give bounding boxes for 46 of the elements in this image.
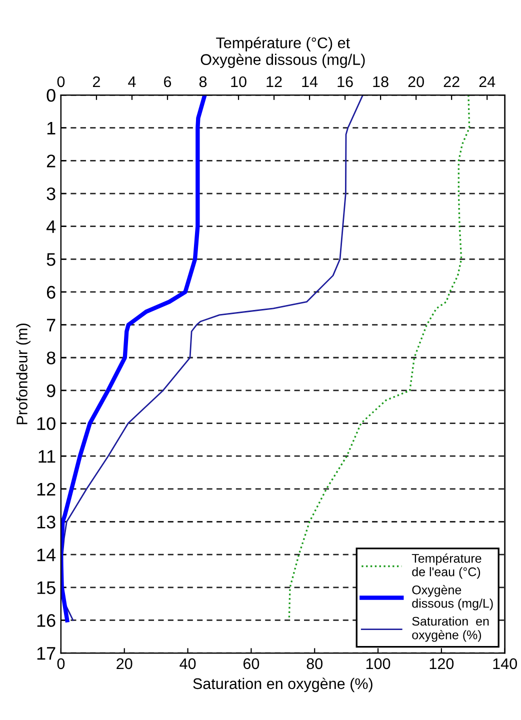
x2-tick-label: 18: [373, 76, 388, 88]
y-tick-label: 17: [37, 647, 56, 660]
y-axis-title: Profondeur (m): [16, 324, 30, 424]
x2-tick-label: 20: [408, 76, 424, 88]
x2-tick-label: 14: [302, 76, 318, 88]
y-tick-label: 0: [46, 88, 56, 102]
y-tick-label: 10: [37, 417, 56, 430]
legend-label: Saturation en oxygène (%): [412, 616, 489, 642]
y-tick-label: 3: [46, 187, 56, 200]
x2-tick-label: 24: [479, 76, 496, 88]
y-tick-label: 16: [37, 614, 56, 627]
y-tick-label: 4: [46, 220, 56, 233]
y-tick-label: 15: [37, 582, 56, 594]
x2-tick-label: 6: [164, 76, 172, 88]
x2-tick-label: 22: [444, 76, 460, 88]
line-series: [61, 95, 364, 621]
x-tick-label: 40: [180, 658, 196, 670]
x2-tick-label: 2: [92, 76, 100, 88]
y-tick-label: 8: [46, 352, 56, 364]
y-tick-label: 7: [46, 318, 56, 332]
x2-tick-label: 0: [57, 76, 65, 88]
x2-tick-label: 4: [128, 76, 136, 88]
x2-axis-title: Température (°C) et Oxygène dissous (mg/L): [200, 36, 365, 68]
x-tick-label: 60: [243, 658, 260, 670]
x2-tick-label: 12: [266, 76, 282, 88]
y-tick-label: 12: [37, 482, 56, 496]
y-tick-label: 14: [37, 548, 56, 562]
y-tick-label: 9: [46, 384, 56, 398]
x-tick-label: 20: [116, 658, 132, 670]
y-tick-label: 1: [47, 122, 56, 134]
x2-tick-label: 16: [338, 76, 353, 88]
x2-tick-label: 10: [231, 76, 246, 88]
x2-tick-label: 8: [199, 76, 207, 88]
y-tick-label: 6: [46, 286, 56, 299]
y-tick-label: 13: [37, 516, 56, 528]
y-tick-label: 5: [46, 253, 56, 266]
x-tick-label: 80: [306, 658, 323, 670]
legend-label: Oxygène dissous (mg/L): [412, 584, 493, 610]
x-tick-label: 100: [366, 658, 390, 670]
x-axis-title: Saturation en oxygène (%): [193, 678, 372, 692]
x-tick-label: 0: [57, 658, 65, 670]
legend-label: Température de l'eau (°C): [412, 553, 482, 579]
x-tick-label: 140: [493, 658, 517, 670]
x-tick-label: 120: [430, 658, 454, 670]
y-tick-label: 11: [38, 450, 56, 463]
y-tick-label: 2: [46, 154, 56, 168]
